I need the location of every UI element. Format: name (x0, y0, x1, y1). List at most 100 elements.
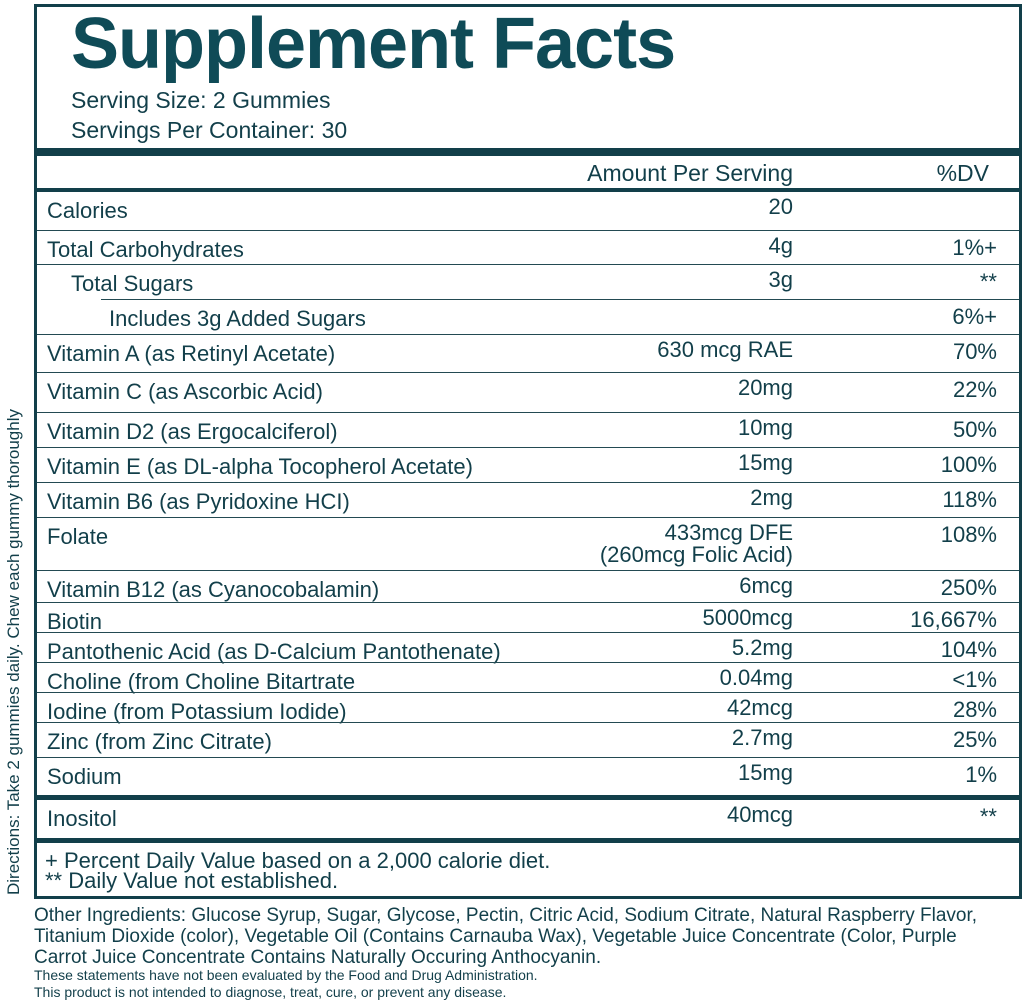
disease-disclaimer: This product is not intended to diagnose… (34, 984, 507, 1000)
nutrient-row: Iodine (from Potassium Iodide) 42mcg 28% (37, 692, 1019, 724)
nutrient-name: Total Carbohydrates (47, 237, 244, 262)
daily-value: 50% (952, 417, 997, 442)
nutrient-name: Vitamin E (as DL-alpha Tocopherol Acetat… (47, 454, 473, 479)
nutrient-amount: 20 (769, 196, 793, 218)
nutrient-row: Choline (from Choline Bitartrate 0.04mg <1… (37, 662, 1019, 694)
amount-value: 6mcg (739, 573, 793, 598)
dv-header: %DV (936, 160, 989, 186)
nutrient-amount: 15mg (738, 452, 793, 474)
nutrient-row: Total Sugars 3g ** (37, 264, 1019, 300)
amount-value: 20 (768, 194, 793, 219)
nutrient-amount: 3g (769, 269, 793, 291)
supplement-facts-panel: Supplement Facts Serving Size: 2 Gummies… (34, 4, 1022, 899)
daily-value: 1% (965, 762, 997, 787)
nutrient-name: Inositol (47, 806, 117, 831)
daily-value: 25% (952, 727, 997, 752)
daily-value: <1% (952, 667, 997, 692)
nutrient-amount: 10mg (738, 417, 793, 439)
nutrient-name: Folate (47, 524, 109, 549)
amount-detail: (260mcg Folic Acid) (599, 542, 793, 567)
daily-value: 1%+ (952, 235, 997, 260)
amount-value: 5.2mg (731, 635, 793, 660)
amount-value: 2mg (750, 485, 793, 510)
daily-value: 22% (952, 377, 997, 402)
nutrient-name: Sodium (47, 764, 122, 789)
nutrient-name: Vitamin D2 (as Ergocalciferol) (47, 419, 338, 444)
nutrient-row: Includes 3g Added Sugars 6%+ (101, 299, 1019, 335)
amount-value: 42mcg (726, 695, 793, 720)
nutrient-row: Biotin 5000mcg 16,667% (37, 602, 1019, 634)
amount-value: 4g (768, 233, 793, 258)
nutrient-row: Vitamin E (as DL-alpha Tocopherol Acetat… (37, 447, 1019, 483)
daily-value: 108% (940, 522, 997, 547)
nutrient-row: Zinc (from Zinc Citrate) 2.7mg 25% (37, 722, 1019, 758)
nutrient-row: Vitamin A (as Retinyl Acetate) 630 mcg RA… (37, 334, 1019, 373)
directions-text: Directions: Take 2 gummies daily. Chew e… (4, 409, 23, 895)
nutrient-amount: 0.04mg (720, 667, 793, 689)
nutrient-name: Total Sugars (71, 271, 194, 296)
daily-value: 250% (940, 575, 997, 600)
divider-inositol (37, 795, 1019, 800)
footnote-not-established: ** Daily Value not established. (45, 868, 339, 893)
amount-header: Amount Per Serving (587, 160, 793, 186)
amount-value: 0.04mg (719, 665, 793, 690)
nutrient-name: Iodine (from Potassium Iodide) (47, 699, 347, 724)
nutrient-amount: 5000mcg (702, 607, 793, 629)
daily-value: 6%+ (952, 304, 997, 329)
nutrient-name: Calories (47, 198, 128, 223)
nutrient-row: Vitamin B6 (as Pyridoxine HCI) 2mg 118% (37, 482, 1019, 518)
amount-value: 20mg (737, 375, 793, 400)
nutrient-row: Pantothenic Acid (as D-Calcium Pantothen… (37, 632, 1019, 664)
nutrient-name: Vitamin B12 (as Cyanocobalamin) (47, 577, 380, 602)
daily-value: 28% (952, 697, 997, 722)
daily-value: 100% (940, 452, 997, 477)
daily-value: 16,667% (910, 607, 997, 632)
daily-value: 70% (952, 339, 997, 364)
amount-value: 433mcg DFE (664, 520, 793, 545)
daily-value: ** (979, 269, 997, 294)
serving-size: Serving Size: 2 Gummies (71, 87, 331, 113)
nutrient-amount: 4g (769, 235, 793, 257)
amount-value: 630 mcg RAE (657, 337, 793, 362)
amount-value: 40mcg (726, 802, 793, 827)
nutrient-name: Vitamin C (as Ascorbic Acid) (47, 379, 323, 404)
divider-thick (37, 148, 1019, 156)
nutrient-name: Biotin (47, 609, 103, 634)
nutrient-row: Calories 20 (37, 192, 1019, 230)
daily-value: 118% (942, 487, 997, 512)
amount-value: 15mg (737, 760, 793, 785)
panel-title: Supplement Facts (71, 4, 676, 84)
nutrient-amount: 15mg (738, 762, 793, 784)
nutrient-row: Total Carbohydrates 4g 1%+ (37, 230, 1019, 265)
amount-value: 5000mcg (702, 605, 793, 630)
nutrient-amount: 5.2mg (732, 637, 793, 659)
nutrient-amount: 433mcg DFE (260mcg Folic Acid) (600, 522, 793, 566)
nutrient-name: Vitamin B6 (as Pyridoxine HCI) (47, 489, 350, 514)
amount-value: 10mg (737, 415, 793, 440)
amount-value: 15mg (737, 450, 793, 475)
nutrient-amount: 2mg (750, 487, 793, 509)
nutrient-amount: 6mcg (739, 575, 793, 597)
nutrient-name: Vitamin A (as Retinyl Acetate) (47, 341, 336, 366)
amount-value: 2.7mg (731, 725, 793, 750)
nutrient-amount: 42mcg (727, 697, 793, 719)
amount-value: 3g (768, 267, 793, 292)
nutrient-amount: 20mg (738, 377, 793, 399)
nutrient-amount: 2.7mg (732, 727, 793, 749)
fda-disclaimer: These statements have not been evaluated… (34, 967, 538, 983)
nutrient-name: Includes 3g Added Sugars (109, 306, 366, 331)
footnote-dv: + Percent Daily Value based on a 2,000 c… (45, 848, 551, 873)
nutrient-row: Inositol 40mcg ** (37, 800, 1019, 838)
nutrient-row: Vitamin C (as Ascorbic Acid) 20mg 22% (37, 372, 1019, 413)
nutrient-row: Sodium 15mg 1% (37, 757, 1019, 796)
nutrient-name: Zinc (from Zinc Citrate) (47, 729, 272, 754)
daily-value: ** (979, 804, 997, 829)
other-ingredients: Other Ingredients: Glucose Syrup, Sugar,… (34, 905, 978, 968)
divider-header (37, 188, 1019, 192)
nutrient-name: Choline (from Choline Bitartrate (47, 669, 356, 694)
nutrient-row: Folate 433mcg DFE (260mcg Folic Acid) 108% (37, 517, 1019, 571)
daily-value: 104% (940, 637, 997, 662)
nutrient-amount: 40mcg (727, 804, 793, 826)
servings-per-container: Servings Per Container: 30 (71, 117, 348, 143)
nutrient-row: Vitamin D2 (as Ergocalciferol) 10mg 50% (37, 412, 1019, 448)
